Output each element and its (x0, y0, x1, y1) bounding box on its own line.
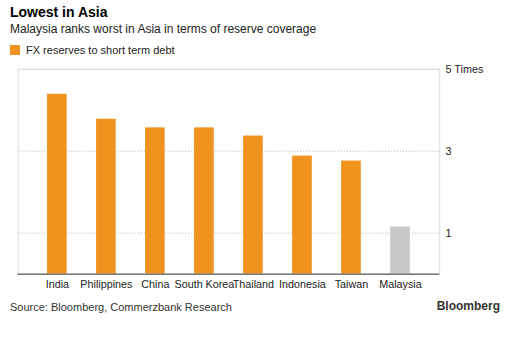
svg-text:3: 3 (446, 145, 452, 157)
html-text:Source: Bloomberg, Commerzbank: Source: Bloomberg, Commerzbank Research (10, 301, 232, 314)
html-text:FX reserves to short term debt: FX reserves to short term debt (26, 44, 175, 56)
svg-text:China: China (141, 278, 169, 290)
html-text:Bloomberg: Bloomberg (436, 299, 500, 314)
svg-text:5 Times: 5 Times (446, 63, 484, 75)
svg-text:Malaysia: Malaysia (379, 278, 421, 290)
svg-text:Taiwan: Taiwan (335, 278, 369, 290)
svg-text:1: 1 (446, 227, 452, 239)
svg-text:South Korea: South Korea (174, 278, 234, 290)
svg-text:Philippines: Philippines (80, 278, 132, 290)
svg-text:Indonesia: Indonesia (279, 278, 326, 290)
html-text:Lowest in Asia: Lowest in Asia (10, 4, 108, 20)
svg-text:Thailand: Thailand (233, 278, 274, 290)
svg-text:India: India (46, 278, 69, 290)
html-text:Malaysia ranks worst in Asia i: Malaysia ranks worst in Asia in terms of… (10, 22, 317, 36)
